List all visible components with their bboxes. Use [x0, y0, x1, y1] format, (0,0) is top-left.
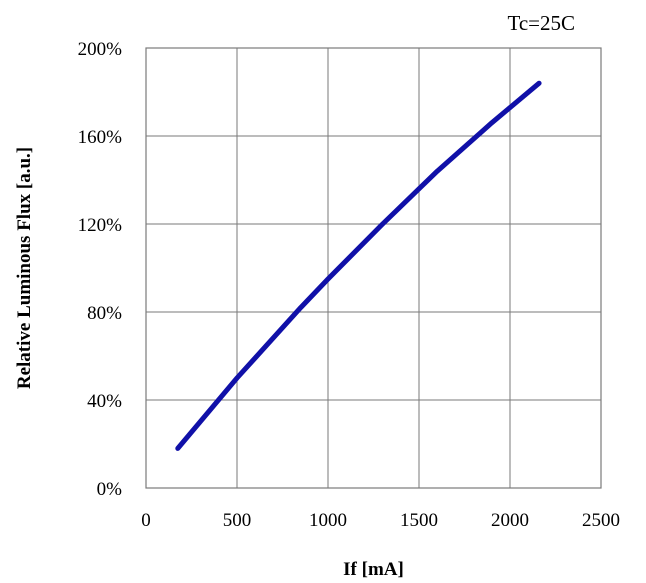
x-tick-label: 500: [223, 510, 252, 531]
x-axis-title: If [mA]: [343, 559, 404, 580]
x-tick-label: 1000: [309, 510, 347, 531]
y-axis-ticks: 0% 40% 80% 120% 160% 200%: [78, 39, 123, 500]
y-tick-label: 40%: [87, 391, 122, 412]
x-tick-label: 1500: [400, 510, 438, 531]
y-tick-label: 80%: [87, 303, 122, 324]
x-axis-ticks: 0 500 1000 1500 2000 2500: [141, 510, 620, 531]
temperature-annotation: Tc=25C: [507, 11, 575, 35]
x-tick-label: 2000: [491, 510, 529, 531]
y-tick-label: 200%: [78, 39, 123, 60]
grid: [145, 47, 602, 489]
y-axis-title: Relative Luminous Flux [a.u.]: [14, 147, 35, 389]
plot-area-border: [145, 47, 602, 489]
x-tick-label: 2500: [582, 510, 620, 531]
y-tick-label: 160%: [78, 127, 123, 148]
y-tick-label: 120%: [78, 215, 123, 236]
y-tick-label: 0%: [97, 479, 123, 500]
x-tick-label: 0: [141, 510, 151, 531]
series-layer: [175, 80, 542, 451]
series-line: [175, 80, 542, 451]
